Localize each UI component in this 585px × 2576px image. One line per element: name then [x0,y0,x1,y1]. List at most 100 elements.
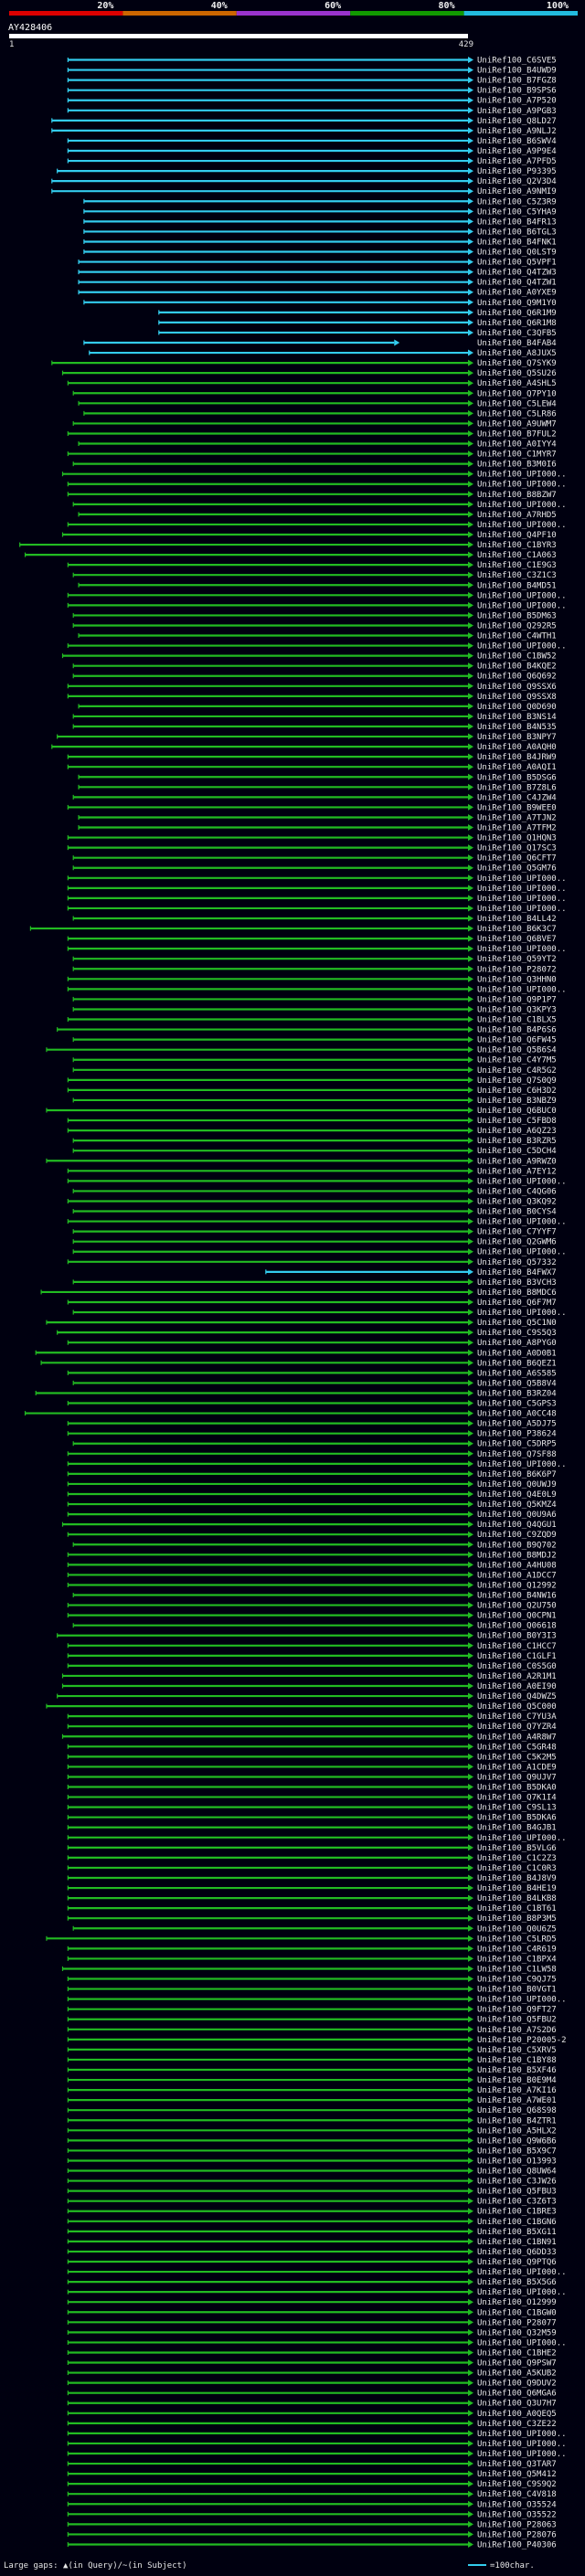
hit-label[interactable]: UniRef100_A5KUB2 [477,2369,557,2379]
hit-label[interactable]: UniRef100_C5XRV5 [477,2046,557,2055]
hit-label[interactable]: UniRef100_B4KQE2 [477,663,557,672]
hit-label[interactable]: UniRef100_C4WTH1 [477,632,557,641]
hit-label[interactable]: UniRef100_B6QEZ1 [477,1359,557,1368]
hit-label[interactable]: UniRef100_B7FUL2 [477,429,557,439]
hit-label[interactable]: UniRef100_UPI000.. [477,2450,567,2459]
hit-label[interactable]: UniRef100_Q4PF10 [477,531,557,540]
hit-label[interactable]: UniRef100_P28077 [477,2318,557,2327]
hit-label[interactable]: UniRef100_B9Q702 [477,1541,557,1550]
hit-label[interactable]: UniRef100_A7P520 [477,97,557,106]
hit-label[interactable]: UniRef100_Q5FBU3 [477,2188,557,2197]
hit-label[interactable]: UniRef100_O12999 [477,2298,557,2307]
hit-label[interactable]: UniRef100_Q5KMZ4 [477,1500,557,1510]
hit-label[interactable]: UniRef100_A1CDE9 [477,1763,557,1772]
hit-label[interactable]: UniRef100_Q8LD27 [477,117,557,126]
hit-label[interactable]: UniRef100_P28063 [477,2520,557,2529]
hit-label[interactable]: UniRef100_UPI000.. [477,1996,567,2005]
hit-label[interactable]: UniRef100_B4J8V9 [477,1874,557,1883]
hit-label[interactable]: UniRef100_B4P6S6 [477,1026,557,1035]
hit-label[interactable]: UniRef100_A0CC48 [477,1410,557,1419]
hit-label[interactable]: UniRef100_B4GJB1 [477,1824,557,1833]
hit-label[interactable]: UniRef100_Q3U7H7 [477,2400,557,2409]
hit-label[interactable]: UniRef100_B0E9M4 [477,2076,557,2085]
hit-label[interactable]: UniRef100_Q6R1M8 [477,319,557,328]
hit-label[interactable]: UniRef100_C9S5Q3 [477,1329,557,1338]
hit-label[interactable]: UniRef100_B8P3M5 [477,1914,557,1924]
hit-label[interactable]: UniRef100_B4FNK1 [477,238,557,247]
hit-label[interactable]: UniRef100_Q12992 [477,1581,557,1590]
hit-label[interactable]: UniRef100_Q0CPN1 [477,1612,557,1621]
hit-label[interactable]: UniRef100_B6K3C7 [477,925,557,934]
hit-label[interactable]: UniRef100_UPI000.. [477,2268,567,2277]
hit-label[interactable]: UniRef100_UPI000.. [477,1834,567,1843]
hit-label[interactable]: UniRef100_Q9PSW7 [477,2359,557,2369]
hit-label[interactable]: UniRef100_B4N535 [477,723,557,732]
hit-label[interactable]: UniRef100_A0QEQ5 [477,2410,557,2419]
hit-label[interactable]: UniRef100_C1BHE2 [477,2348,557,2358]
hit-label[interactable]: UniRef100_C1GLF1 [477,1652,557,1661]
hit-label[interactable]: UniRef100_Q3TAR7 [477,2460,557,2469]
hit-label[interactable]: UniRef100_UPI000.. [477,2288,567,2297]
hit-label[interactable]: UniRef100_Q5C1N0 [477,1319,557,1328]
hit-label[interactable]: UniRef100_Q5M412 [477,2470,557,2479]
hit-label[interactable]: UniRef100_Q0U6Z5 [477,1924,557,1934]
hit-label[interactable]: UniRef100_B6K6P7 [477,1470,557,1479]
hit-label[interactable]: UniRef100_B4FAB4 [477,339,557,348]
hit-label[interactable]: UniRef100_C1MYR7 [477,451,557,460]
hit-label[interactable]: UniRef100_Q8UW64 [477,2168,557,2177]
hit-label[interactable]: UniRef100_Q2V3D4 [477,177,557,186]
hit-label[interactable]: UniRef100_A9P9E4 [477,147,557,156]
hit-label[interactable]: UniRef100_B4JRW9 [477,753,557,762]
hit-label[interactable]: UniRef100_Q9W6B6 [477,2136,557,2146]
hit-label[interactable]: UniRef100_UPI000.. [477,642,567,652]
hit-label[interactable]: UniRef100_C4QG06 [477,1187,557,1196]
hit-label[interactable]: UniRef100_C1A063 [477,551,557,560]
hit-label[interactable]: UniRef100_C1BGW0 [477,2308,557,2317]
hit-label[interactable]: UniRef100_C3ZE22 [477,2420,557,2429]
hit-label[interactable]: UniRef100_A6QZ23 [477,1127,557,1136]
hit-label[interactable]: UniRef100_C5DCH4 [477,1147,557,1156]
hit-label[interactable]: UniRef100_Q6Q692 [477,673,557,682]
hit-label[interactable]: UniRef100_Q9UJV7 [477,1773,557,1782]
hit-label[interactable]: UniRef100_A0AQH0 [477,743,557,752]
hit-label[interactable]: UniRef100_B5X9C7 [477,2147,557,2156]
hit-label[interactable]: UniRef100_A0YXE9 [477,289,557,298]
hit-label[interactable]: UniRef100_UPI000.. [477,905,567,914]
hit-label[interactable]: UniRef100_UPI000.. [477,1460,567,1469]
hit-label[interactable]: UniRef100_Q32M59 [477,2328,557,2337]
hit-label[interactable]: UniRef100_Q17SC3 [477,844,557,853]
hit-label[interactable]: UniRef100_B3M0I6 [477,461,557,470]
hit-label[interactable]: UniRef100_C3JW26 [477,2178,557,2187]
hit-label[interactable]: UniRef100_B4HE19 [477,1884,557,1893]
hit-label[interactable]: UniRef100_Q5C000 [477,1702,557,1712]
hit-label[interactable]: UniRef100_C5LR86 [477,409,557,419]
hit-label[interactable]: UniRef100_C4Y7M5 [477,1056,557,1065]
hit-label[interactable]: UniRef100_C9QJ75 [477,1976,557,1985]
hit-label[interactable]: UniRef100_Q68S98 [477,2106,557,2115]
hit-label[interactable]: UniRef100_A0EI90 [477,1682,557,1691]
hit-label[interactable]: UniRef100_B9SPS6 [477,87,557,96]
hit-label[interactable]: UniRef100_B7Z8L6 [477,783,557,792]
hit-label[interactable]: UniRef100_A9RWZ0 [477,1157,557,1166]
hit-label[interactable]: UniRef100_B8BZW7 [477,491,557,500]
hit-label[interactable]: UniRef100_C1BN91 [477,2238,557,2247]
hit-label[interactable]: UniRef100_A9UWM7 [477,419,557,429]
hit-label[interactable]: UniRef100_Q4E0L9 [477,1490,557,1500]
hit-label[interactable]: UniRef100_Q9DUV2 [477,2380,557,2389]
hit-label[interactable]: UniRef100_Q5SU26 [477,369,557,378]
hit-label[interactable]: UniRef100_C1C2Z3 [477,1854,557,1863]
hit-label[interactable]: UniRef100_C1BW52 [477,652,557,662]
hit-label[interactable]: UniRef100_C5FBD8 [477,1117,557,1126]
hit-label[interactable]: UniRef100_C5DRP5 [477,1440,557,1449]
hit-label[interactable]: UniRef100_C6H3D2 [477,1087,557,1096]
hit-label[interactable]: UniRef100_C5LEW4 [477,399,557,408]
hit-label[interactable]: UniRef100_Q9M1Y0 [477,299,557,308]
hit-label[interactable]: UniRef100_A5DJ75 [477,1420,557,1429]
hit-label[interactable]: UniRef100_O13993 [477,2157,557,2166]
hit-label[interactable]: UniRef100_B3VCH3 [477,1278,557,1288]
hit-label[interactable]: UniRef100_Q7SYK9 [477,359,557,368]
hit-label[interactable]: UniRef100_P93395 [477,167,557,176]
hit-label[interactable]: UniRef100_UPI000.. [477,885,567,894]
hit-label[interactable]: UniRef100_Q5B8V4 [477,1379,557,1388]
hit-label[interactable]: UniRef100_P28072 [477,965,557,974]
